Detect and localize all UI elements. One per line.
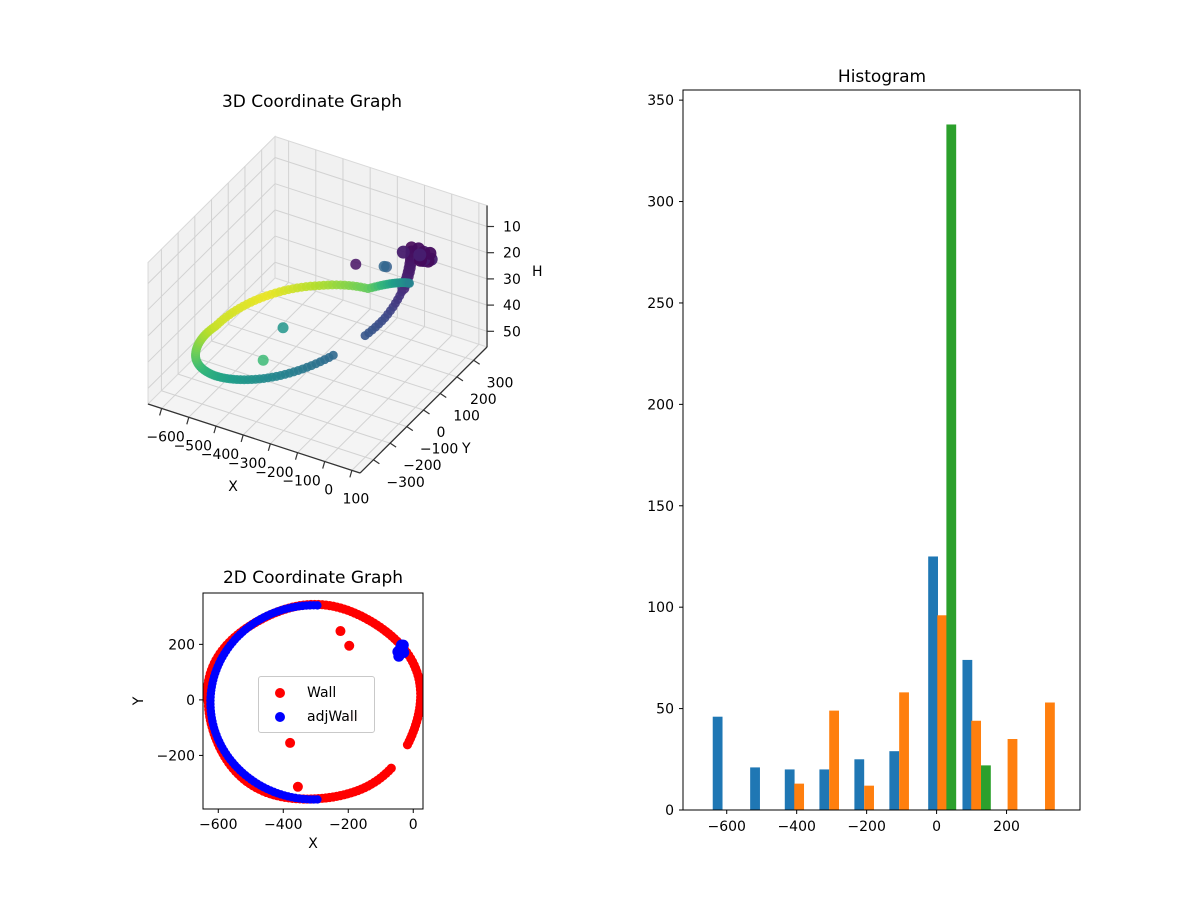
svg-text:0: 0 [437, 425, 446, 441]
wall-marker-icon [275, 687, 285, 698]
plot3d-trajectory-points [191, 241, 418, 385]
svg-text:100: 100 [343, 491, 370, 507]
hist-bar-orange [1045, 702, 1055, 810]
hist-bar-blue [712, 716, 723, 810]
histogram-bars [712, 124, 1055, 810]
hist-bar-blue [784, 769, 795, 810]
plot2d-xaxis-label: X [308, 836, 318, 852]
plot3d-yaxis-label: Y [462, 441, 471, 457]
svg-text:−200: −200 [255, 465, 293, 481]
histogram-axes: −600 −400 −200 0 200 0 50 100 150 200 250 300 350 [647, 89, 1081, 835]
svg-text:0: 0 [324, 483, 333, 499]
svg-text:−600: −600 [707, 819, 745, 835]
adjwall-marker-icon [275, 711, 285, 722]
svg-text:−100: −100 [420, 442, 458, 458]
svg-text:0: 0 [665, 803, 674, 819]
svg-text:−600: −600 [199, 817, 237, 833]
hist-bar-blue [750, 767, 760, 810]
svg-text:200: 200 [168, 637, 195, 653]
hist-bar-blue [962, 659, 973, 810]
svg-text:−100: −100 [282, 474, 320, 490]
svg-text:300: 300 [647, 195, 674, 211]
legend-label-adjwall: adjWall [307, 708, 358, 725]
svg-text:−400: −400 [777, 819, 815, 835]
hist-bar-orange [899, 692, 909, 810]
plot2d-axes: −600 −400 −200 0 −200 0 200 [157, 592, 424, 833]
svg-text:50: 50 [503, 324, 521, 340]
svg-text:350: 350 [647, 93, 674, 109]
plot3d-stray-points [257, 258, 393, 366]
svg-text:−200: −200 [329, 817, 367, 833]
plot3d-title: 3D Coordinate Graph [221, 92, 403, 112]
hist-bar-orange [864, 785, 874, 810]
svg-text:−200: −200 [403, 458, 441, 474]
svg-text:−300: −300 [228, 456, 266, 472]
svg-text:100: 100 [647, 600, 674, 616]
svg-text:−500: −500 [174, 438, 212, 454]
svg-text:200: 200 [647, 397, 674, 413]
plot3d-axis-lines [147, 205, 495, 478]
hist-bar-blue [819, 769, 830, 810]
legend: Wall adjWall [258, 676, 375, 733]
hist-bar-orange [1007, 739, 1018, 810]
plot3d-tick-labels: −600−500−400−300−200−1000100−300−200−100… [146, 220, 520, 508]
legend-item-adjwall: adjWall [269, 706, 358, 727]
svg-text:−200: −200 [157, 748, 195, 764]
svg-text:200: 200 [993, 819, 1020, 835]
svg-text:100: 100 [453, 408, 480, 424]
svg-text:−300: −300 [386, 475, 424, 491]
hist-bar-orange [829, 710, 840, 810]
plot3d-zaxis-label: H [532, 264, 543, 280]
hist-bar-orange [937, 615, 948, 810]
svg-text:10: 10 [503, 220, 521, 236]
plot2d-title: 2D Coordinate Graph [222, 568, 404, 588]
hist-bar-orange [971, 720, 982, 810]
svg-text:50: 50 [656, 702, 674, 718]
svg-text:0: 0 [932, 819, 941, 835]
plot2d-yaxis-label: Y [131, 696, 147, 706]
svg-text:250: 250 [647, 296, 674, 312]
svg-text:−200: −200 [847, 819, 885, 835]
plot3d-start-cluster [396, 242, 438, 268]
hist-bar-green [946, 124, 957, 810]
hist-bar-blue [854, 759, 865, 810]
svg-text:20: 20 [503, 246, 521, 262]
hist-bar-green [981, 765, 991, 810]
svg-text:300: 300 [487, 375, 514, 391]
legend-label-wall: Wall [307, 684, 337, 701]
svg-text:−600: −600 [146, 429, 184, 445]
svg-text:−400: −400 [264, 817, 302, 833]
hist-bar-blue [928, 556, 938, 810]
plot3d-panes [147, 135, 488, 474]
svg-text:40: 40 [503, 298, 521, 314]
svg-text:30: 30 [503, 272, 521, 288]
svg-text:150: 150 [647, 499, 674, 515]
hist-bar-orange [794, 783, 805, 810]
svg-text:−400: −400 [201, 447, 239, 463]
adjwall-points [206, 601, 410, 804]
hist-bar-blue [889, 751, 900, 810]
svg-text:200: 200 [470, 392, 497, 408]
histogram-title: Histogram [837, 67, 927, 87]
svg-text:0: 0 [186, 693, 195, 709]
plot3d-xaxis-label: X [228, 479, 238, 495]
legend-item-wall: Wall [269, 682, 358, 703]
svg-text:0: 0 [409, 817, 418, 833]
